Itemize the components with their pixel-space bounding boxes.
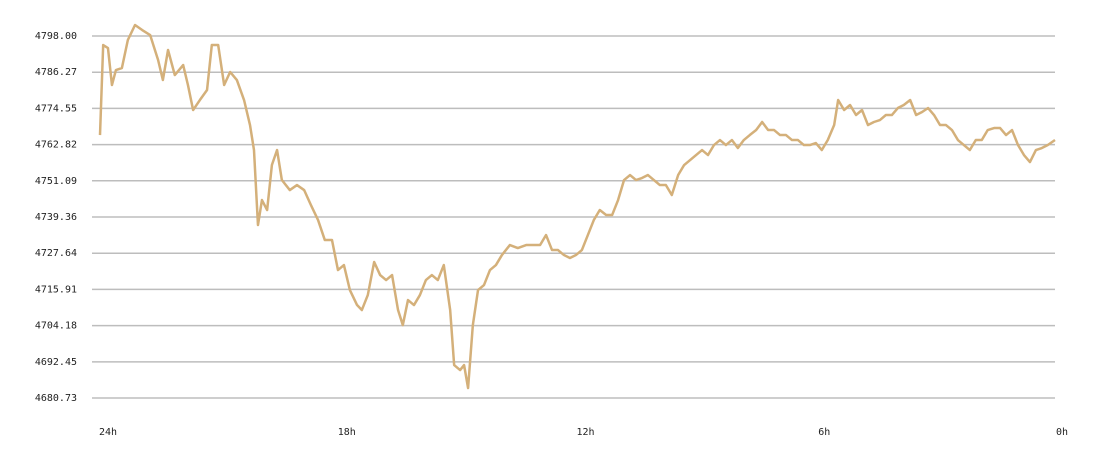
y-tick-label: 4680.73 xyxy=(35,393,77,404)
y-tick-label: 4739.36 xyxy=(35,212,77,223)
y-tick-label: 4751.09 xyxy=(35,176,77,187)
y-tick-label: 4692.45 xyxy=(35,357,77,368)
y-tick-label: 4762.82 xyxy=(35,140,77,151)
x-tick-label: 0h xyxy=(1056,427,1068,438)
x-tick-label: 6h xyxy=(818,427,830,438)
price-line xyxy=(98,23,1056,390)
y-tick-label: 4704.18 xyxy=(35,321,77,332)
x-tick-label: 12h xyxy=(576,427,594,438)
y-tick-label: 4786.27 xyxy=(35,67,77,78)
y-tick-label: 4715.91 xyxy=(35,284,77,295)
x-tick-label: 24h xyxy=(99,427,117,438)
y-tick-label: 4798.00 xyxy=(35,31,77,42)
x-tick-label: 18h xyxy=(338,427,356,438)
y-tick-label: 4774.55 xyxy=(35,103,77,114)
y-tick-label: 4727.64 xyxy=(35,248,77,259)
